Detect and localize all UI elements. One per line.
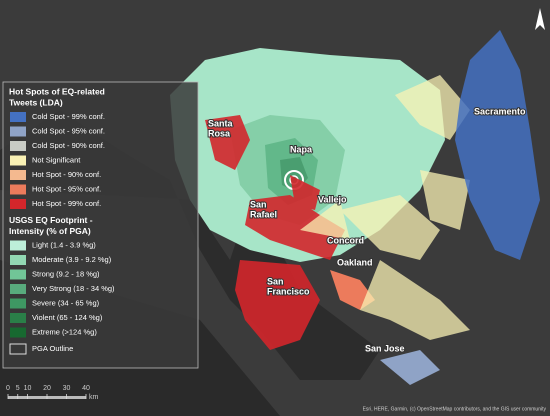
city-label: San Jose bbox=[365, 343, 405, 353]
legend-swatch bbox=[10, 327, 26, 338]
legend-label: Cold Spot - 99% conf. bbox=[32, 112, 105, 121]
city-labels: SacramentoSantaRosaNapaVallejoSanRafaelC… bbox=[207, 105, 527, 354]
cold-spot-95 bbox=[380, 350, 440, 385]
legend-section-title: USGS EQ Footprint - bbox=[9, 215, 93, 225]
legend-label: Severe (34 - 65 %g) bbox=[32, 298, 100, 307]
legend-swatch bbox=[10, 284, 26, 294]
legend-swatch bbox=[10, 240, 26, 251]
scale-tick-label: 40 bbox=[82, 385, 90, 392]
city-label: Oakland bbox=[337, 257, 373, 267]
not-significant bbox=[300, 75, 470, 340]
city-label: San bbox=[267, 276, 284, 286]
legend-label: Very Strong (18 - 34 %g) bbox=[32, 284, 115, 293]
attribution: Esri, HERE, Garmin, (c) OpenStreetMap co… bbox=[363, 406, 547, 412]
legend-label: Hot Spot - 95% conf. bbox=[32, 184, 101, 193]
city-label: Vallejo bbox=[318, 194, 347, 204]
legend-swatch bbox=[10, 112, 26, 122]
scale-tick-label: 5 bbox=[16, 385, 20, 392]
hot-spot-99 bbox=[205, 115, 345, 350]
legend-label: Cold Spot - 90% conf. bbox=[32, 141, 105, 150]
legend-label: PGA Outline bbox=[32, 344, 73, 353]
legend-swatch bbox=[10, 170, 26, 180]
hot-spot-95 bbox=[330, 270, 375, 310]
city-label: Sacramento bbox=[474, 106, 526, 116]
legend-box bbox=[2, 81, 199, 369]
legend-label: Not Significant bbox=[32, 155, 81, 164]
legend-swatch bbox=[10, 184, 26, 195]
city-label: Concord bbox=[327, 235, 364, 245]
legend-label: Cold Spot - 95% conf. bbox=[32, 126, 105, 135]
legend-swatch bbox=[10, 255, 26, 265]
city-label: Santa bbox=[208, 118, 234, 128]
legend-label: Light (1.4 - 3.9 %g) bbox=[32, 240, 96, 249]
scale-tick-label: 20 bbox=[43, 385, 51, 392]
city-label: Rosa bbox=[208, 128, 231, 138]
cold-spot-99 bbox=[455, 30, 540, 260]
legend-swatch bbox=[10, 126, 26, 137]
legend-label: Strong (9.2 - 18 %g) bbox=[32, 269, 100, 278]
legend-label: Hot Spot - 90% conf. bbox=[32, 170, 101, 179]
legend-swatch bbox=[10, 141, 26, 151]
legend-label: Hot Spot - 99% conf. bbox=[32, 199, 101, 208]
legend-swatch bbox=[10, 199, 26, 209]
legend-swatch bbox=[10, 155, 26, 166]
legend-label: Extreme (>124 %g) bbox=[32, 327, 97, 336]
scale-unit: km bbox=[89, 394, 99, 401]
scale-tick-label: 10 bbox=[24, 385, 32, 392]
legend-section-title: Tweets (LDA) bbox=[9, 97, 63, 107]
legend-swatch bbox=[10, 269, 26, 280]
legend-label: Moderate (3.9 - 9.2 %g) bbox=[32, 255, 112, 264]
city-label: Francisco bbox=[267, 286, 310, 296]
scale-tick-label: 30 bbox=[63, 385, 71, 392]
legend-swatch bbox=[9, 343, 27, 355]
legend-swatch bbox=[10, 298, 26, 309]
north-arrow bbox=[535, 8, 545, 30]
scale-tick-label: 0 bbox=[6, 385, 10, 392]
legend-swatch bbox=[10, 313, 26, 323]
city-label: San bbox=[250, 199, 267, 209]
legend-label: Violent (65 - 124 %g) bbox=[32, 313, 103, 322]
scale-bar: 0 5 10 20 30 40 km bbox=[6, 385, 98, 401]
city-label: Napa bbox=[290, 144, 313, 154]
legend-section-title: Hot Spots of EQ-related bbox=[9, 86, 105, 96]
city-label: Rafael bbox=[250, 209, 277, 219]
legend-section-title: Intensity (% of PGA) bbox=[9, 226, 91, 236]
